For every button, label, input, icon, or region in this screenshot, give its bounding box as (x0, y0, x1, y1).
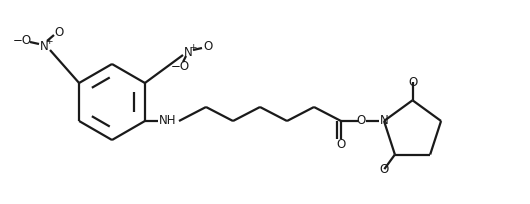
Text: O: O (356, 114, 366, 128)
Text: +: + (45, 37, 53, 45)
Text: N: N (379, 114, 388, 128)
Text: NH: NH (159, 114, 176, 128)
Text: O: O (204, 41, 213, 53)
Text: O: O (408, 76, 417, 89)
Text: −O: −O (171, 60, 190, 72)
Text: +: + (189, 42, 197, 51)
Text: −O: −O (12, 34, 32, 48)
Text: N: N (183, 45, 192, 59)
Text: O: O (337, 137, 346, 151)
Text: O: O (379, 163, 389, 176)
Text: N: N (40, 40, 48, 52)
Text: O: O (55, 26, 64, 39)
